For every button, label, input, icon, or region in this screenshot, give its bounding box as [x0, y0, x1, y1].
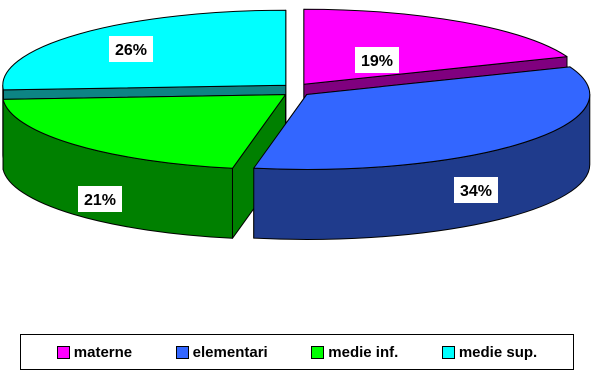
legend-label-elementari: elementari	[192, 343, 268, 361]
data-label-box-medie-inf	[78, 186, 122, 212]
legend-label-materne: materne	[73, 343, 133, 361]
data-label-box-materne	[355, 47, 399, 73]
data-label-box-elementari	[454, 177, 498, 203]
slice-top-elementari	[253, 66, 591, 170]
data-label-text-medie-sup: 26%	[115, 42, 147, 59]
legend-swatch-elementari	[175, 345, 189, 359]
legend-swatch-medie-sup	[441, 345, 455, 359]
data-label-materne: 19%	[355, 47, 399, 73]
legend-item-medie-sup: medie sup.	[441, 343, 538, 361]
legend-label-medie-inf: medie inf.	[328, 343, 399, 361]
pie-chart: 19% 34% 21% 26%	[2, 8, 591, 240]
legend-item-medie-inf: medie inf.	[311, 344, 398, 361]
data-label-text-materne: 19%	[361, 53, 393, 70]
legend-label-medie-sup: medie sup.	[458, 343, 538, 361]
slice-top-medie-inf	[2, 94, 286, 169]
chart-legend: materne elementari medie inf. medie sup.	[20, 334, 574, 370]
data-label-text-elementari: 34%	[460, 183, 492, 200]
data-label-medie-sup: 26%	[109, 36, 153, 62]
data-label-box-medie-sup	[109, 36, 153, 62]
legend-item-elementari: elementari	[175, 343, 268, 361]
legend-item-materne: materne	[56, 343, 133, 361]
data-label-text-medie-inf: 21%	[84, 192, 116, 209]
data-label-medie-inf: 21%	[78, 186, 122, 212]
data-label-elementari: 34%	[454, 177, 498, 203]
legend-swatch-materne	[56, 345, 70, 359]
legend-swatch-medie-inf	[311, 345, 325, 359]
